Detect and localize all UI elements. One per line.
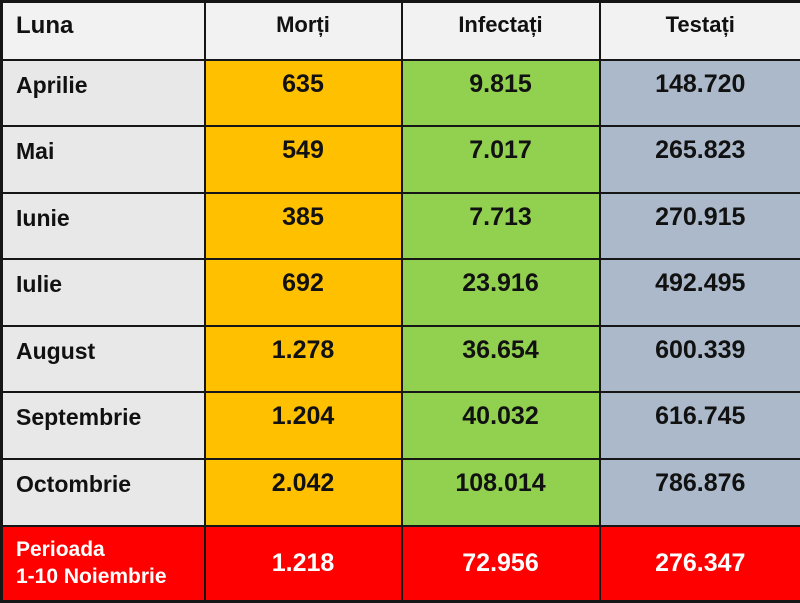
infected-cell: 40.032 bbox=[400, 391, 601, 461]
deaths-cell: 635 bbox=[203, 58, 403, 128]
deaths-cell: 1.218 bbox=[203, 524, 403, 603]
table-row-septembrie: Septembrie 1.204 40.032 616.745 bbox=[0, 391, 800, 461]
tested-cell: 786.876 bbox=[598, 458, 800, 527]
infected-cell: 7.017 bbox=[400, 125, 601, 194]
header-deaths: Morți bbox=[203, 0, 403, 61]
header-tested: Testați bbox=[598, 0, 800, 61]
deaths-cell: 385 bbox=[203, 191, 403, 261]
table-row-mai: Mai 549 7.017 265.823 bbox=[0, 125, 800, 194]
deaths-cell: 692 bbox=[203, 258, 403, 327]
tested-cell: 148.720 bbox=[598, 58, 800, 128]
tested-cell: 492.495 bbox=[598, 258, 800, 327]
tested-cell: 616.745 bbox=[598, 391, 800, 461]
deaths-cell: 1.278 bbox=[203, 324, 403, 394]
header-row: Luna Morți Infectați Testați bbox=[0, 0, 800, 61]
header-month: Luna bbox=[0, 0, 206, 61]
infected-cell: 9.815 bbox=[400, 58, 601, 128]
table-row-aprilie: Aprilie 635 9.815 148.720 bbox=[0, 58, 800, 128]
month-cell: August bbox=[0, 324, 206, 394]
infected-cell: 23.916 bbox=[400, 258, 601, 327]
table-row-iunie: Iunie 385 7.713 270.915 bbox=[0, 191, 800, 261]
tested-cell: 276.347 bbox=[598, 524, 800, 603]
month-cell: Septembrie bbox=[0, 391, 206, 461]
infected-cell: 72.956 bbox=[400, 524, 601, 603]
tested-cell: 270.915 bbox=[598, 191, 800, 261]
deaths-cell: 2.042 bbox=[203, 458, 403, 527]
table-row-total-period: Perioada 1-10 Noiembrie 1.218 72.956 276… bbox=[0, 524, 800, 603]
month-cell: Mai bbox=[0, 125, 206, 194]
table-row-octombrie: Octombrie 2.042 108.014 786.876 bbox=[0, 458, 800, 527]
tested-cell: 265.823 bbox=[598, 125, 800, 194]
deaths-cell: 549 bbox=[203, 125, 403, 194]
month-cell: Octombrie bbox=[0, 458, 206, 527]
tested-cell: 600.339 bbox=[598, 324, 800, 394]
table-row-iulie: Iulie 692 23.916 492.495 bbox=[0, 258, 800, 327]
month-cell: Iulie bbox=[0, 258, 206, 327]
month-cell: Iunie bbox=[0, 191, 206, 261]
infected-cell: 108.014 bbox=[400, 458, 601, 527]
infected-cell: 7.713 bbox=[400, 191, 601, 261]
period-label-cell: Perioada 1-10 Noiembrie bbox=[0, 524, 206, 603]
deaths-cell: 1.204 bbox=[203, 391, 403, 461]
infected-cell: 36.654 bbox=[400, 324, 601, 394]
table-row-august: August 1.278 36.654 600.339 bbox=[0, 324, 800, 394]
month-cell: Aprilie bbox=[0, 58, 206, 128]
header-infected: Infectați bbox=[400, 0, 601, 61]
